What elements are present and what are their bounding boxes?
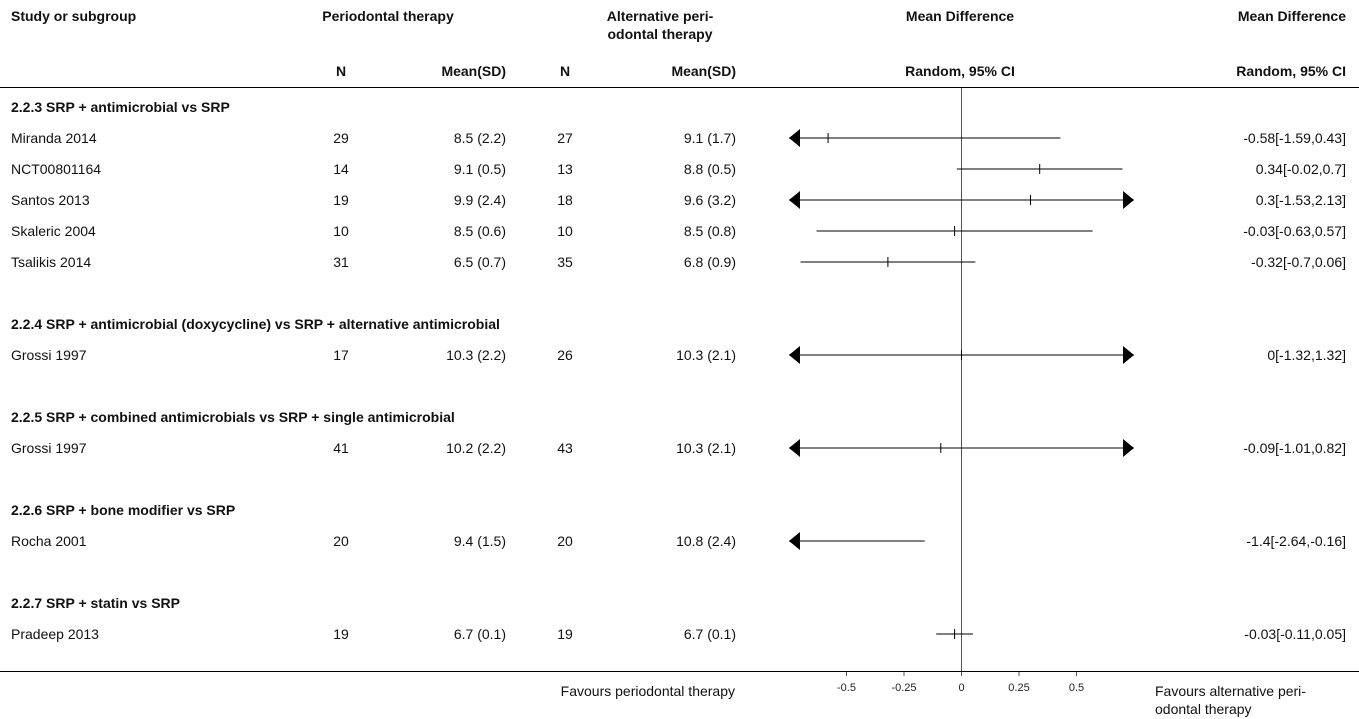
- study-name: Rocha 2001: [11, 533, 87, 549]
- subgroup-title: 2.2.4 SRP + antimicrobial (doxycycline) …: [11, 316, 500, 332]
- n-periodontal: 19: [333, 626, 349, 642]
- n-periodontal: 29: [333, 130, 349, 146]
- column-header-periodontal-therapy: Periodontal therapy: [322, 8, 454, 24]
- favours-left-label: Favours periodontal therapy: [560, 683, 735, 699]
- n-alternative: 18: [557, 192, 573, 208]
- study-name: Santos 2013: [11, 192, 90, 208]
- study-name: Miranda 2014: [11, 130, 97, 146]
- mean-sd-periodontal: 10.3 (2.2): [446, 347, 506, 363]
- column-header-mean2: Mean(SD): [671, 63, 736, 79]
- mean-difference-ci: -0.58[-1.59,0.43]: [1243, 130, 1346, 146]
- mean-sd-alternative: 8.5 (0.8): [683, 223, 736, 239]
- mean-sd-periodontal: 9.4 (1.5): [453, 533, 506, 549]
- n-periodontal: 10: [333, 223, 349, 239]
- column-header-study: Study or subgroup: [11, 8, 137, 24]
- ci-right-arrow: [1123, 191, 1134, 209]
- column-header-n2: N: [559, 63, 571, 79]
- ci-left-arrow: [789, 439, 800, 457]
- mean-sd-periodontal: 8.5 (2.2): [453, 130, 506, 146]
- mean-difference-ci: 0.3[-1.53,2.13]: [1255, 192, 1346, 208]
- x-tick-label: -0.5: [837, 682, 856, 694]
- study-name: Grossi 1997: [11, 347, 87, 363]
- x-tick-label: -0.25: [891, 682, 916, 694]
- column-header-n1: N: [335, 63, 347, 79]
- mean-difference-ci: -0.09[-1.01,0.82]: [1243, 440, 1346, 456]
- column-header-alternative-line1: Alternative peri-: [606, 8, 714, 24]
- n-periodontal: 17: [333, 347, 349, 363]
- subgroup-title: 2.2.3 SRP + antimicrobial vs SRP: [11, 99, 230, 115]
- n-periodontal: 41: [333, 440, 349, 456]
- ci-left-arrow: [789, 191, 800, 209]
- mean-sd-periodontal: 8.5 (0.6): [453, 223, 506, 239]
- column-header-alternative-line2: odontal therapy: [607, 26, 713, 42]
- mean-sd-periodontal: 10.2 (2.2): [446, 440, 506, 456]
- n-periodontal: 20: [333, 533, 349, 549]
- subgroup-title: 2.2.6 SRP + bone modifier vs SRP: [11, 502, 236, 518]
- column-header-plot-method: Random, 95% CI: [905, 63, 1015, 79]
- mean-difference-ci: -1.4[-2.64,-0.16]: [1246, 533, 1346, 549]
- favours-right-label-line1: Favours alternative peri-: [1155, 683, 1306, 699]
- mean-sd-alternative: 10.3 (2.1): [676, 440, 736, 456]
- ci-right-arrow: [1123, 346, 1134, 364]
- n-periodontal: 19: [333, 192, 349, 208]
- mean-difference-ci: -0.03[-0.11,0.05]: [1244, 626, 1346, 642]
- study-name: Tsalikis 2014: [11, 254, 92, 270]
- n-periodontal: 14: [333, 161, 349, 177]
- n-periodontal: 31: [333, 254, 349, 270]
- mean-difference-ci: -0.03[-0.63,0.57]: [1243, 223, 1346, 239]
- n-alternative: 10: [557, 223, 573, 239]
- mean-sd-periodontal: 6.7 (0.1): [453, 626, 506, 642]
- subgroup-title: 2.2.7 SRP + statin vs SRP: [11, 595, 180, 611]
- mean-sd-alternative: 9.1 (1.7): [683, 130, 736, 146]
- x-tick-label: 0: [958, 682, 964, 694]
- mean-difference-ci: 0.34[-0.02,0.7]: [1255, 161, 1346, 177]
- footer-rule: [0, 671, 1359, 672]
- column-header-text-method: Random, 95% CI: [1236, 63, 1346, 79]
- study-name: Pradeep 2013: [11, 626, 99, 642]
- column-header-md-plot: Mean Difference: [905, 8, 1015, 24]
- favours-right-label-line2: odontal therapy: [1155, 701, 1252, 717]
- n-alternative: 20: [557, 533, 573, 549]
- column-header-md-text: Mean Difference: [1237, 8, 1346, 24]
- study-name: NCT00801164: [11, 161, 102, 177]
- ci-right-arrow: [1123, 439, 1134, 457]
- mean-sd-alternative: 10.8 (2.4): [676, 533, 736, 549]
- x-tick-label: 0.25: [1008, 682, 1029, 694]
- mean-sd-alternative: 6.7 (0.1): [683, 626, 736, 642]
- n-alternative: 27: [557, 130, 573, 146]
- mean-difference-ci: 0[-1.32,1.32]: [1267, 347, 1346, 363]
- n-alternative: 13: [557, 161, 573, 177]
- n-alternative: 43: [557, 440, 573, 456]
- n-alternative: 35: [557, 254, 573, 270]
- ci-left-arrow: [789, 532, 800, 550]
- x-tick-label: 0.5: [1069, 682, 1084, 694]
- mean-sd-periodontal: 9.9 (2.4): [453, 192, 506, 208]
- study-name: Grossi 1997: [11, 440, 87, 456]
- column-header-mean1: Mean(SD): [441, 63, 506, 79]
- mean-sd-periodontal: 9.1 (0.5): [453, 161, 506, 177]
- mean-sd-alternative: 6.8 (0.9): [683, 254, 736, 270]
- subgroup-title: 2.2.5 SRP + combined antimicrobials vs S…: [11, 409, 455, 425]
- mean-sd-periodontal: 6.5 (0.7): [453, 254, 506, 270]
- mean-sd-alternative: 10.3 (2.1): [676, 347, 736, 363]
- header-rule: [0, 87, 1359, 88]
- n-alternative: 26: [557, 347, 573, 363]
- ci-left-arrow: [789, 346, 800, 364]
- n-alternative: 19: [557, 626, 573, 642]
- mean-sd-alternative: 8.8 (0.5): [683, 161, 736, 177]
- mean-sd-alternative: 9.6 (3.2): [683, 192, 736, 208]
- study-name: Skaleric 2004: [11, 223, 96, 239]
- ci-left-arrow: [789, 129, 800, 147]
- mean-difference-ci: -0.32[-0.7,0.06]: [1251, 254, 1346, 270]
